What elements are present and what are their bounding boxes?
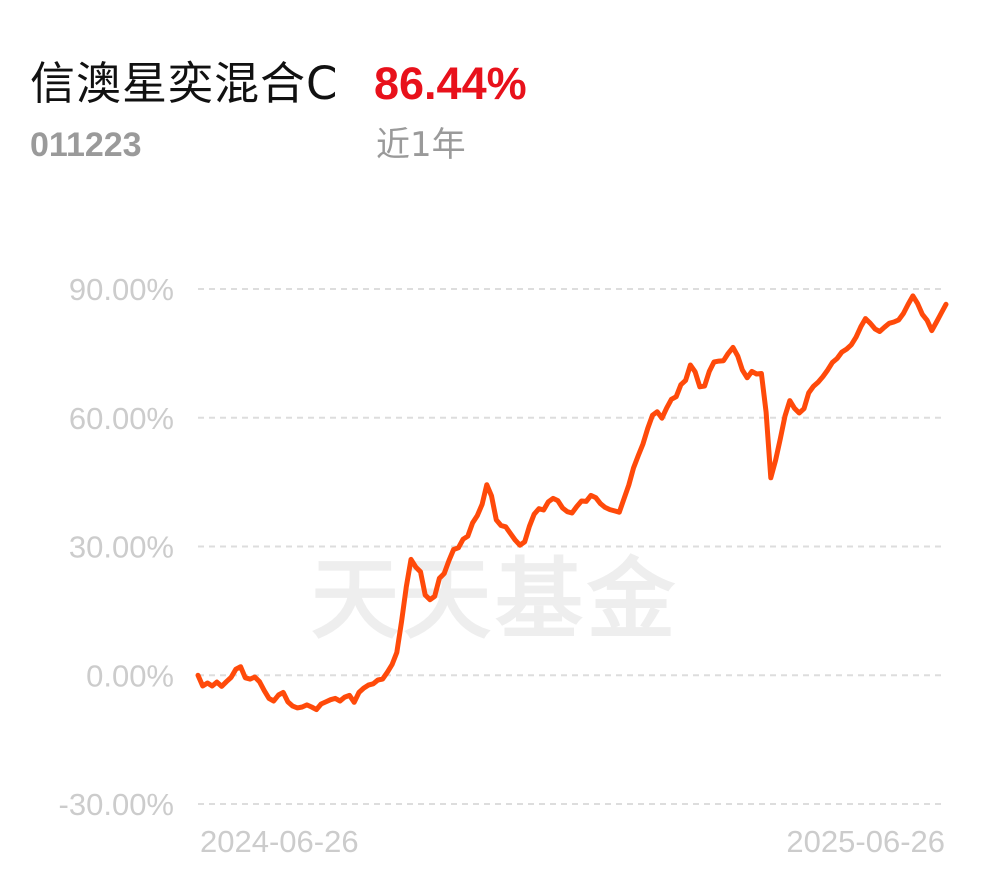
plot-area bbox=[195, 293, 949, 713]
return-line bbox=[195, 293, 949, 713]
x-tick-label: 2025-06-26 bbox=[786, 824, 945, 859]
fund-code: 011223 bbox=[30, 126, 142, 164]
y-tick-label: -30.00% bbox=[59, 787, 174, 822]
y-tick-label: 30.00% bbox=[69, 530, 174, 565]
y-tick-label: 60.00% bbox=[69, 401, 174, 436]
watermark: 天天基金 bbox=[311, 547, 679, 651]
x-axis-labels: 2024-06-26 2025-06-26 bbox=[200, 824, 945, 859]
fund-return-value: 86.44% bbox=[374, 58, 527, 109]
period-label[interactable]: 近1年 bbox=[376, 125, 466, 165]
x-tick-label: 2024-06-26 bbox=[200, 824, 359, 859]
fund-name: 信澳星奕混合C bbox=[30, 57, 339, 110]
y-tick-label: 0.00% bbox=[86, 658, 174, 693]
y-tick-label: 90.00% bbox=[69, 272, 174, 307]
y-axis-labels: 90.00% 60.00% 30.00% 0.00% -30.00% bbox=[59, 272, 174, 822]
grid-lines bbox=[198, 288, 946, 805]
